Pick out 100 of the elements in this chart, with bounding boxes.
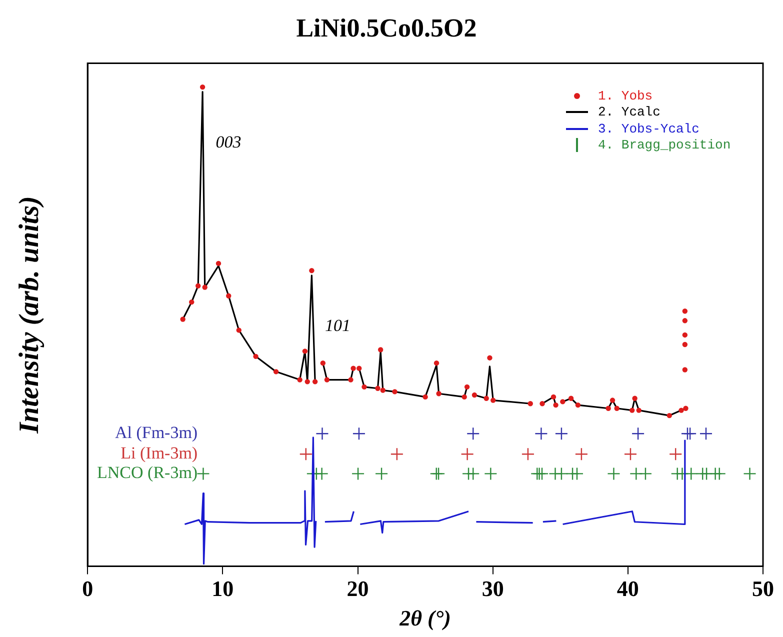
point <box>380 388 386 393</box>
point <box>315 467 328 480</box>
point <box>374 467 388 480</box>
point <box>624 448 638 461</box>
point <box>607 467 620 480</box>
x-tick-label: 0 <box>82 576 94 602</box>
point <box>466 467 480 480</box>
point <box>743 467 756 480</box>
point <box>554 427 568 440</box>
point <box>460 448 474 461</box>
point <box>320 360 326 366</box>
chart-title: LiNi0.5Co0.5O2 <box>296 13 477 42</box>
point <box>352 427 366 440</box>
x-tick-label: 50 <box>752 576 774 602</box>
point <box>202 284 208 290</box>
legend-label: 3. Yobs-Ycalc <box>598 121 700 136</box>
point <box>472 392 478 398</box>
point <box>521 448 535 461</box>
point <box>180 316 186 322</box>
text: Al (Fm-3m) <box>114 423 198 442</box>
point <box>297 377 302 382</box>
point <box>302 348 308 354</box>
point <box>534 427 548 440</box>
point <box>200 84 206 90</box>
point <box>350 366 356 371</box>
point <box>316 427 329 440</box>
point <box>638 467 652 480</box>
point <box>682 367 688 372</box>
point <box>312 379 318 384</box>
legend-label: 2. Ycalc <box>598 104 660 120</box>
text: Li (Im-3m) <box>120 444 198 463</box>
point <box>554 467 568 480</box>
annotation: 003 <box>216 132 242 152</box>
point <box>553 402 558 408</box>
point <box>464 384 470 390</box>
point <box>570 467 584 480</box>
point <box>189 299 194 305</box>
point <box>574 448 588 461</box>
point <box>535 467 549 480</box>
point <box>682 318 688 324</box>
point <box>682 342 688 348</box>
point <box>196 467 210 480</box>
point <box>362 384 367 390</box>
point <box>560 399 566 404</box>
point <box>378 347 384 352</box>
point <box>682 332 688 338</box>
point <box>195 283 201 288</box>
point <box>630 408 635 413</box>
point <box>484 467 498 480</box>
point <box>684 467 698 480</box>
annotation: 101 <box>324 316 350 336</box>
point <box>487 355 492 360</box>
point <box>484 396 489 401</box>
point <box>683 427 697 440</box>
point <box>528 401 533 406</box>
point <box>575 402 581 408</box>
legend-label: 1. Yobs <box>598 88 653 104</box>
point <box>606 406 611 411</box>
point <box>351 467 365 480</box>
point <box>356 366 362 371</box>
point <box>490 398 496 403</box>
series-label: LNCO (R-3m) <box>97 463 198 482</box>
y-axis-title: Intensity (arb. units) <box>14 196 46 434</box>
x-tick-label: 20 <box>346 576 369 602</box>
point <box>683 406 688 411</box>
point <box>636 408 642 413</box>
point <box>304 379 310 384</box>
x-tick-label: 40 <box>616 576 639 602</box>
point <box>462 394 467 400</box>
point <box>666 412 672 418</box>
point <box>216 260 222 266</box>
point <box>712 467 726 480</box>
point <box>631 427 645 440</box>
point <box>614 406 620 411</box>
point <box>226 293 232 298</box>
point <box>466 427 480 440</box>
x-tick-label: 10 <box>212 576 234 602</box>
point <box>432 467 446 480</box>
annotation: 4. Bragg_position <box>598 138 731 153</box>
point <box>434 360 440 366</box>
point <box>299 448 312 461</box>
point <box>436 391 442 396</box>
point <box>392 389 398 394</box>
point <box>550 394 556 400</box>
point <box>422 394 428 400</box>
point <box>540 401 545 406</box>
point <box>348 377 354 382</box>
point <box>390 448 404 461</box>
point <box>375 386 380 391</box>
point <box>324 377 330 382</box>
x-axis-title: 2θ (°) <box>398 605 451 630</box>
x-tick-label: 30 <box>482 576 504 602</box>
point <box>610 398 616 403</box>
point <box>632 396 638 401</box>
point <box>273 369 279 374</box>
point <box>699 427 713 440</box>
point <box>568 396 574 401</box>
point <box>682 308 688 314</box>
point <box>309 268 314 274</box>
point <box>253 354 258 360</box>
